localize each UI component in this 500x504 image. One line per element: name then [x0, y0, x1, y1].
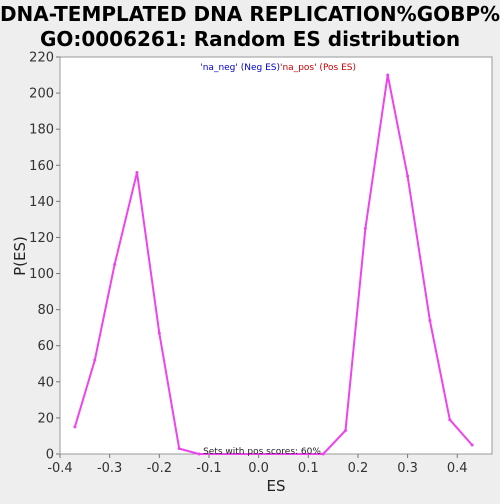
series-point: [135, 170, 139, 174]
y-tick-label: 200: [29, 87, 54, 102]
x-tick-label: 0.3: [397, 461, 418, 476]
x-tick-label: 0.1: [298, 461, 319, 476]
series-point: [321, 452, 325, 456]
y-axis-label: P(ES): [11, 236, 29, 276]
plot-area: [59, 56, 493, 455]
y-axis: 0 20 40 60 80 100 120 140 160 180 200 220: [29, 51, 60, 463]
y-tick-label: 80: [37, 303, 54, 318]
series-point: [363, 226, 367, 230]
series-point: [177, 447, 181, 451]
y-tick-label: 60: [37, 339, 54, 354]
y-tick-label: 20: [37, 411, 54, 426]
legend-entry-pos: 'na_pos' (Pos ES): [280, 63, 356, 73]
x-tick-label: -0.1: [196, 461, 221, 476]
series-point: [113, 263, 117, 267]
x-tick-label: -0.2: [147, 461, 172, 476]
x-tick-label: 0.0: [248, 461, 269, 476]
series-point: [157, 331, 161, 335]
y-tick-label: 40: [37, 375, 54, 390]
x-axis-label: ES: [267, 477, 286, 495]
y-tick-label: 160: [29, 159, 54, 174]
x-tick-label: -0.4: [47, 461, 72, 476]
series-point: [406, 174, 410, 178]
y-tick-label: 120: [29, 231, 54, 246]
chart-title-line-1: DNA-TEMPLATED DNA REPLICATION%GOBP%: [0, 2, 500, 26]
y-tick-label: 140: [29, 195, 54, 210]
x-axis: -0.4 -0.3 -0.2 -0.1 0.0 0.1 0.2 0.3 0.4: [47, 454, 468, 476]
y-tick-label: 0: [46, 448, 54, 463]
series-point: [386, 73, 390, 77]
legend: 'na_neg' (Neg ES) 'na_pos' (Pos ES): [200, 63, 356, 73]
chart-title-line-2: GO:0006261: Random ES distribution: [40, 27, 460, 51]
y-tick-label: 220: [29, 51, 54, 66]
series-point: [93, 358, 97, 362]
legend-entry-neg: 'na_neg' (Neg ES): [200, 63, 280, 73]
x-tick-label: -0.3: [97, 461, 122, 476]
x-tick-label: 0.4: [447, 461, 468, 476]
series-point: [197, 452, 201, 456]
series-group: [73, 73, 474, 456]
series-point: [73, 425, 77, 429]
series-point: [448, 418, 452, 422]
series-point: [344, 429, 348, 433]
y-tick-label: 100: [29, 267, 54, 282]
pos-scores-annotation: Sets with pos scores: 60%: [203, 447, 321, 457]
y-tick-label: 180: [29, 123, 54, 138]
x-tick-label: 0.2: [348, 461, 369, 476]
series-point: [428, 318, 432, 322]
series-point: [470, 443, 474, 447]
